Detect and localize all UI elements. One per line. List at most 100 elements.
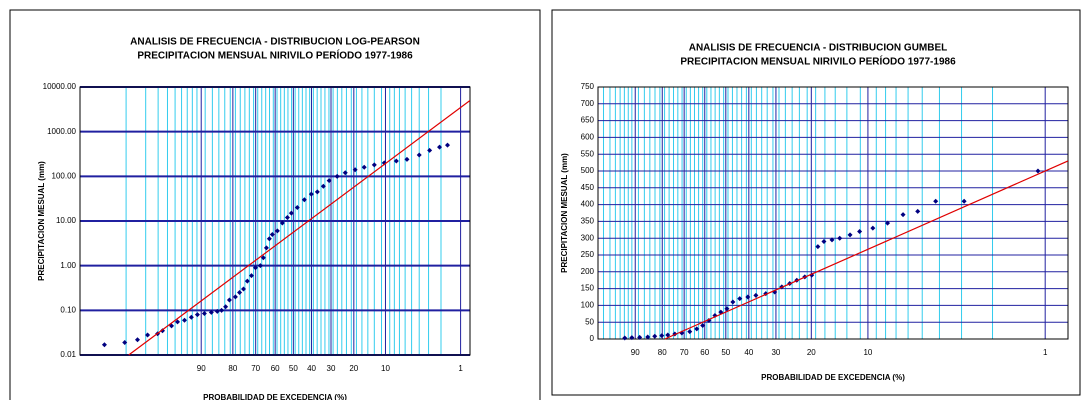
x-tick-label: 90 [631,348,640,357]
data-point [219,307,225,313]
y-tick-label: 0.01 [60,350,76,359]
data-point [241,286,247,292]
data-point [101,342,107,348]
y-tick-label: 550 [581,149,595,158]
x-tick-label: 50 [721,348,730,357]
y-tick-label: 150 [581,284,595,293]
data-point [1035,168,1041,174]
data-point [269,231,275,237]
data-point [815,244,821,250]
data-point [279,220,285,226]
y-tick-label: 250 [581,250,595,259]
data-point [437,144,443,150]
data-point [257,263,263,269]
data-point [334,173,340,179]
data-point [645,334,651,340]
data-point [301,197,307,203]
data-point [181,317,187,323]
data-point [288,210,294,216]
data-point [266,236,272,242]
y-tick-label: 700 [581,99,595,108]
data-point [445,142,451,148]
x-tick-label: 70 [680,348,689,357]
y-tick-label: 450 [581,183,595,192]
y-tick-label: 400 [581,200,595,209]
y-tick-label: 10000.00 [43,82,77,91]
x-tick-label: 60 [700,348,709,357]
data-point [870,225,876,231]
data-point [659,333,665,339]
x-tick-label: 40 [307,364,316,373]
y-tick-label: 500 [581,166,595,175]
data-point [694,326,700,332]
data-point [700,323,706,329]
data-point [629,335,635,341]
data-point [232,294,238,300]
plot-border [597,86,1069,340]
data-point [214,308,220,314]
y-tick-label: 100.00 [52,171,77,180]
x-tick-label: 50 [289,364,298,373]
data-point [847,232,853,238]
chart: ANALISIS DE FRECUENCIA - DISTRIBUCION LO… [37,37,471,400]
data-point [188,314,194,320]
data-point [263,245,269,251]
x-tick-label: 1 [458,364,463,373]
chart-title: ANALISIS DE FRECUENCIA - DISTRIBUCION GU… [689,43,948,54]
chart: ANALISIS DE FRECUENCIA - DISTRIBUCION GU… [560,43,1069,382]
x-tick-label: 80 [658,348,667,357]
data-point [652,333,658,339]
x-tick-label: 40 [744,348,753,357]
x-axis-title: PROBABILIDAD DE EXCEDENCIA (%) [203,393,347,400]
x-tick-label: 80 [228,364,237,373]
y-tick-label: 0.10 [60,305,76,314]
x-tick-label: 10 [381,364,390,373]
y-tick-label: 350 [581,217,595,226]
x-axis-title: PROBABILIDAD DE EXCEDENCIA (%) [761,373,905,382]
y-tick-label: 1000.00 [47,127,76,136]
data-point [342,170,348,176]
data-point [427,147,433,153]
data-point [637,334,643,340]
data-point [274,228,280,234]
data-point [857,228,863,234]
x-tick-label: 70 [251,364,260,373]
data-point [885,220,891,226]
data-point [320,183,326,189]
x-tick-label: 30 [327,364,336,373]
data-point [194,312,200,318]
data-point [175,319,181,325]
fit-line [128,99,470,356]
y-tick-label: 10.00 [56,216,77,225]
x-tick-label: 90 [197,364,206,373]
data-point [404,156,410,162]
data-point [226,297,232,303]
data-point [361,164,367,170]
data-point [837,235,843,241]
data-point [753,292,759,298]
x-tick-label: 60 [271,364,280,373]
data-point [145,332,151,338]
y-tick-label: 0 [590,334,595,343]
y-tick-label: 1.00 [60,261,76,270]
data-point [284,214,290,220]
data-point [371,162,377,168]
data-point [223,304,229,310]
data-point [900,212,906,218]
y-axis-title: PRECIPITACION MESUAL (mm) [37,161,46,281]
data-point [687,329,693,335]
data-point [208,309,214,315]
data-point [724,306,730,312]
data-point [416,152,422,158]
x-tick-label: 10 [863,348,872,357]
y-tick-label: 100 [581,301,595,310]
chart-title: PRECIPITACION MENSUAL NIRIVILO PERÍODO 1… [137,49,413,62]
x-tick-label: 20 [349,364,358,373]
y-tick-label: 750 [581,82,595,91]
plot-area [598,87,1068,339]
data-point [933,198,939,204]
x-tick-label: 30 [771,348,780,357]
x-tick-label: 20 [807,348,816,357]
